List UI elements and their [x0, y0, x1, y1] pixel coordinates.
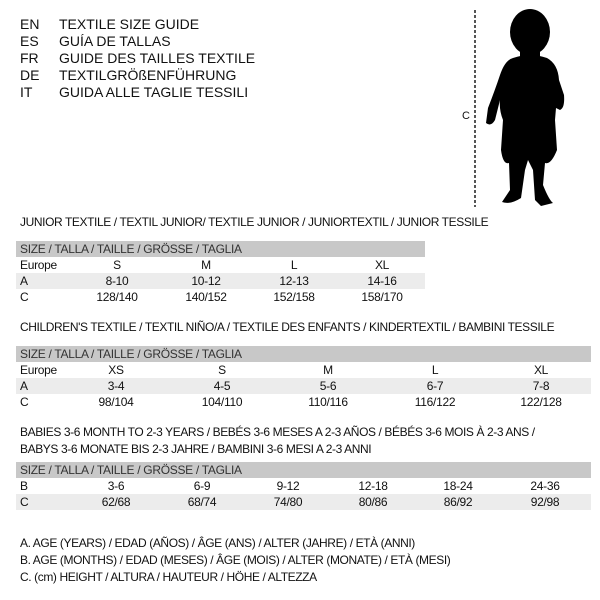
table-cell: 7-8 [532, 379, 550, 393]
table-cell: 5-6 [319, 379, 337, 393]
table-cell: S [113, 258, 121, 272]
table-cell: 24-36 [530, 479, 560, 493]
table-cell: XS [108, 363, 124, 377]
table-row: Europe S M L XL [16, 257, 425, 273]
size-header-label: SIZE / TALLA / TAILLE / GRÖSSE / TAGLIA [20, 463, 242, 477]
table-cell: L [431, 363, 439, 377]
language-code: EN [20, 16, 40, 32]
row-label: Europe [20, 258, 57, 272]
table-cell: L [290, 258, 298, 272]
table-cell: 128/140 [96, 290, 138, 304]
language-code: ES [20, 33, 39, 49]
table-cell: 3-4 [107, 379, 125, 393]
legend-b: B. AGE (MONTHS) / EDAD (MESES) / ÂGE (MO… [20, 553, 451, 567]
junior-size-table: SIZE / TALLA / TAILLE / GRÖSSE / TAGLIA E… [16, 241, 425, 305]
table-cell: 6-7 [426, 379, 444, 393]
row-label: A [20, 274, 28, 288]
row-label: A [20, 379, 28, 393]
row-label: C [20, 495, 29, 509]
table-cell: 98/104 [98, 395, 134, 409]
language-code: DE [20, 67, 40, 83]
children-size-table: SIZE / TALLA / TAILLE / GRÖSSE / TAGLIA E… [16, 346, 591, 410]
table-cell: 4-5 [213, 379, 231, 393]
size-header-label: SIZE / TALLA / TAILLE / GRÖSSE / TAGLIA [20, 347, 242, 361]
height-measure-label: C [462, 110, 470, 122]
row-label: C [20, 290, 29, 304]
table-cell: 92/98 [530, 495, 560, 509]
language-code: FR [20, 50, 39, 66]
language-code: IT [20, 84, 33, 100]
table-cell: 3-6 [107, 479, 125, 493]
table-row: A 8-10 10-12 12-13 14-16 [16, 273, 425, 289]
size-header-row: SIZE / TALLA / TAILLE / GRÖSSE / TAGLIA [16, 462, 591, 478]
table-cell: 116/122 [414, 395, 456, 409]
table-row: C 128/140 140/152 152/158 158/170 [16, 289, 425, 305]
table-cell: M [323, 363, 333, 377]
table-cell: 18-24 [443, 479, 473, 493]
table-cell: 74/80 [273, 495, 303, 509]
size-header-row: SIZE / TALLA / TAILLE / GRÖSSE / TAGLIA [16, 241, 425, 257]
legend-a: A. AGE (YEARS) / EDAD (AÑOS) / ÂGE (ANS)… [20, 536, 415, 550]
row-label: C [20, 395, 29, 409]
language-title: TEXTILE SIZE GUIDE [59, 16, 200, 32]
table-cell: 152/158 [273, 290, 315, 304]
table-row: C 98/104 104/110 110/116 116/122 122/128 [16, 394, 591, 410]
table-row: B 3-6 6-9 9-12 12-18 18-24 24-36 [16, 478, 591, 494]
table-cell: 68/74 [187, 495, 217, 509]
table-cell: XL [533, 363, 549, 377]
table-cell: 14-16 [367, 274, 397, 288]
legend-c: C. (cm) HEIGHT / ALTURA / HAUTEUR / HÖHE… [20, 570, 317, 584]
babies-section-title-line1: BABIES 3-6 MONTH TO 2-3 YEARS / BEBÉS 3-… [20, 425, 535, 439]
language-title: GUIDE DES TAILLES TEXTILE [59, 50, 256, 66]
babies-section-title-line2: BABYS 3-6 MONATE BIS 2-3 JAHRE / BAMBINI… [20, 442, 372, 456]
table-cell: 104/110 [201, 395, 243, 409]
child-silhouette-figure: C [462, 9, 565, 207]
child-silhouette-icon [486, 9, 565, 206]
table-cell: 12-13 [279, 274, 309, 288]
table-row: Europe XS S M L XL [16, 362, 591, 378]
junior-section-title: JUNIOR TEXTILE / TEXTIL JUNIOR/ TEXTILE … [20, 215, 489, 229]
table-cell: 8-10 [105, 274, 129, 288]
table-cell: 6-9 [193, 479, 211, 493]
size-header-row: SIZE / TALLA / TAILLE / GRÖSSE / TAGLIA [16, 346, 591, 362]
table-cell: 158/170 [361, 290, 403, 304]
table-cell: XL [374, 258, 390, 272]
table-cell: M [201, 258, 211, 272]
babies-size-table: SIZE / TALLA / TAILLE / GRÖSSE / TAGLIA B… [16, 462, 591, 510]
row-label: B [20, 479, 28, 493]
table-cell: 12-18 [358, 479, 388, 493]
size-header-label: SIZE / TALLA / TAILLE / GRÖSSE / TAGLIA [20, 242, 242, 256]
language-title: TEXTILGRÖßENFÜHRUNG [59, 67, 237, 83]
table-row: C 62/68 68/74 74/80 80/86 86/92 92/98 [16, 494, 591, 510]
table-row: A 3-4 4-5 5-6 6-7 7-8 [16, 378, 591, 394]
table-cell: 110/116 [308, 395, 348, 409]
row-label: Europe [20, 363, 57, 377]
language-title: GUIDA ALLE TAGLIE TESSILI [59, 84, 249, 100]
table-cell: 122/128 [520, 395, 562, 409]
table-cell: 10-12 [191, 274, 221, 288]
table-cell: 86/92 [443, 495, 473, 509]
table-cell: 62/68 [101, 495, 131, 509]
table-cell: 140/152 [185, 290, 227, 304]
table-cell: 9-12 [276, 479, 300, 493]
table-cell: 80/86 [358, 495, 388, 509]
children-section-title: CHILDREN'S TEXTILE / TEXTIL NIÑO/A / TEX… [20, 320, 555, 334]
table-cell: S [218, 363, 226, 377]
language-title: GUÍA DE TALLAS [59, 33, 171, 49]
